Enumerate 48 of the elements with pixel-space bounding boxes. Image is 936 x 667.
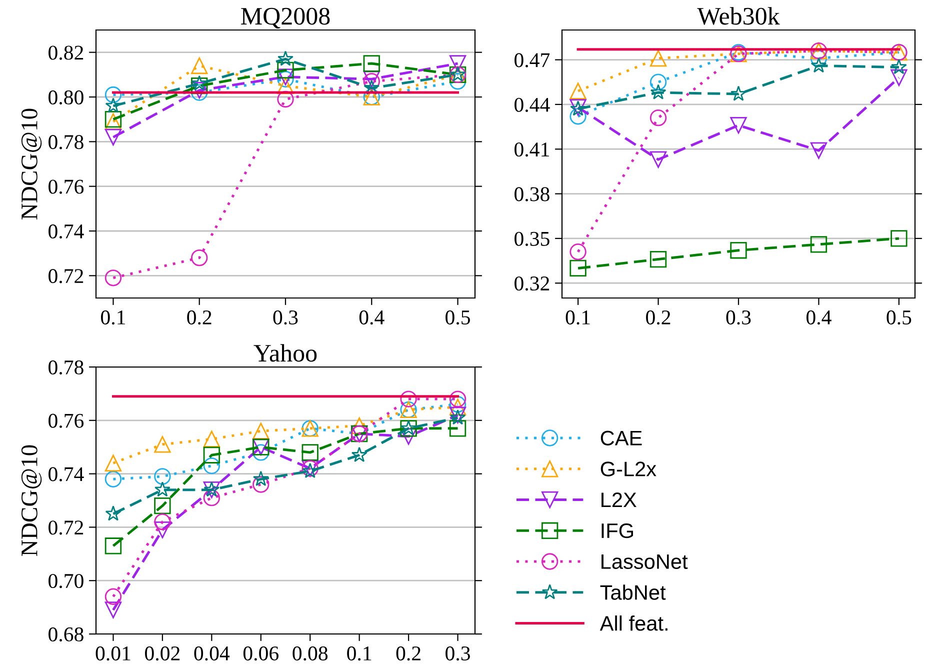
- y-axis-title: NDCG@10: [21, 108, 42, 220]
- y-axis-title: NDCG@10: [21, 445, 42, 556]
- y-tick-label: 0.72: [48, 269, 84, 284]
- x-tick-label: 0.3: [273, 310, 298, 325]
- chart-title: MQ2008: [241, 8, 330, 28]
- x-tick-label: 0.4: [806, 310, 832, 325]
- y-tick-label: 0.70: [48, 574, 84, 588]
- y-tick-label: 0.78: [48, 135, 84, 150]
- y-tick-label: 0.47: [514, 53, 550, 68]
- y-tick-label: 0.76: [48, 414, 84, 428]
- legend-label: IFG: [602, 523, 633, 538]
- x-tick-label: 0.01: [96, 646, 130, 661]
- y-tick-label: 0.32: [514, 276, 550, 291]
- x-tick-label: 0.4: [359, 310, 384, 325]
- x-tick-label: 0.3: [446, 646, 470, 661]
- y-tick-label: 0.41: [514, 142, 549, 157]
- x-tick-label: 0.06: [243, 646, 278, 661]
- x-tick-label: 0.1: [101, 310, 125, 325]
- x-tick-label: 0.2: [646, 310, 670, 325]
- x-tick-label: 0.2: [396, 646, 420, 661]
- y-tick-label: 0.74: [48, 467, 84, 482]
- chart-title: Web30k: [697, 7, 780, 25]
- y-tick-label: 0.76: [48, 180, 84, 194]
- y-tick-label: 0.35: [514, 232, 550, 246]
- legend-label: LassoNet: [602, 554, 688, 570]
- chart-title: Yahoo: [254, 344, 317, 362]
- legend-label: All feat.: [600, 615, 668, 631]
- y-tick-label: 0.44: [514, 98, 550, 112]
- legend-label: G-L2x: [600, 462, 656, 476]
- y-tick-label: 0.80: [48, 90, 84, 105]
- x-tick-label: 0.2: [187, 310, 212, 325]
- x-tick-label: 0.1: [566, 310, 590, 325]
- y-tick-label: 0.82: [48, 46, 84, 60]
- x-tick-label: 0.1: [347, 646, 372, 661]
- x-tick-label: 0.5: [446, 310, 470, 325]
- x-tick-label: 0.04: [194, 646, 230, 661]
- y-tick-label: 0.78: [48, 360, 84, 375]
- x-tick-label: 0.02: [145, 646, 180, 661]
- x-tick-label: 0.3: [726, 310, 751, 325]
- y-tick-label: 0.68: [48, 627, 84, 642]
- legend-label: CAE: [600, 430, 642, 446]
- legend-label: L2X: [602, 492, 636, 508]
- legend-label: TabNet: [600, 584, 666, 600]
- y-tick-label: 0.38: [514, 187, 550, 202]
- y-tick-label: 0.72: [48, 520, 84, 535]
- x-tick-label: 0.08: [292, 646, 328, 661]
- x-tick-label: 0.5: [886, 310, 912, 325]
- y-tick-label: 0.74: [48, 224, 84, 239]
